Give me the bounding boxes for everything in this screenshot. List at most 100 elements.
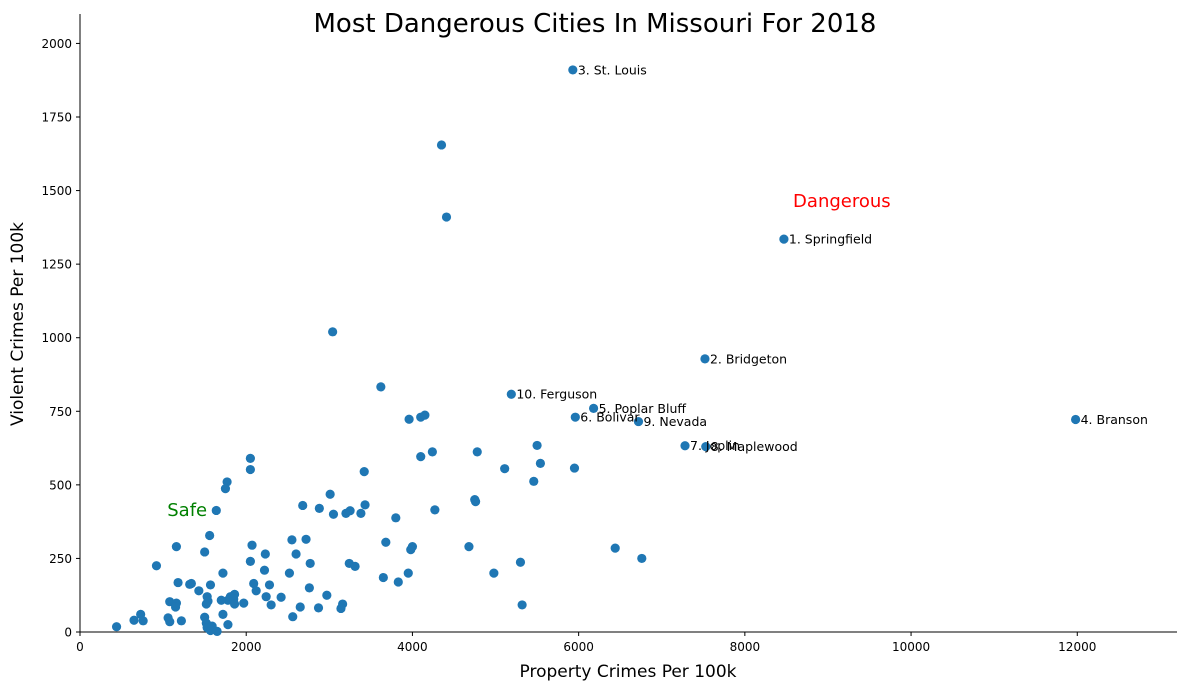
y-tick-label: 1500 (41, 184, 72, 198)
labeled-data-point (588, 403, 599, 413)
point-labels: 3. St. Louis 1. Springfield 2. Bridgeton 10… (516, 62, 1148, 454)
data-point (436, 140, 447, 150)
data-point (170, 602, 181, 612)
data-point (111, 622, 122, 632)
data-point (239, 598, 249, 608)
data-point (129, 615, 139, 625)
y-tick-label: 1750 (41, 111, 72, 125)
data-point (500, 464, 510, 474)
data-point (194, 586, 204, 596)
point-label: 10. Ferguson (516, 387, 597, 402)
data-point (529, 476, 539, 486)
data-point (186, 578, 196, 589)
labeled-data-point (1071, 414, 1081, 425)
data-point (212, 626, 222, 637)
point-label: 5. Poplar Bluff (599, 401, 687, 416)
data-point (313, 603, 324, 613)
data-point (216, 595, 226, 605)
data-point (176, 616, 186, 626)
data-point (247, 540, 257, 550)
point-label: 2. Bridgeton (710, 351, 787, 366)
data-point (245, 453, 255, 463)
data-point (259, 565, 270, 575)
labeled-data-point (680, 441, 690, 451)
data-point (532, 440, 542, 451)
data-point (359, 467, 369, 477)
data-point (261, 592, 271, 602)
y-tick-label: 500 (49, 478, 72, 492)
point-label: 7. Joplin (690, 438, 740, 453)
data-point (376, 382, 386, 392)
data-point (464, 542, 474, 552)
x-tick-label: 8000 (730, 640, 761, 654)
labeled-data-point (506, 389, 516, 399)
data-point (314, 503, 324, 513)
data-point (381, 537, 391, 547)
labeled-data-point (568, 65, 578, 75)
data-point (205, 580, 216, 590)
data-point (336, 603, 346, 614)
data-point (171, 542, 182, 552)
data-point (406, 545, 416, 555)
x-tick-label: 0 (76, 640, 84, 654)
data-point (264, 580, 275, 590)
data-point (266, 600, 276, 610)
data-point (295, 602, 305, 612)
x-tick-label: 6000 (563, 640, 594, 654)
data-point (205, 530, 215, 541)
labeled-data-point (779, 234, 789, 244)
data-point (515, 557, 526, 567)
data-point (211, 505, 221, 516)
data-point (173, 577, 183, 588)
point-label: 8. Maplewood (711, 439, 798, 454)
data-point (288, 612, 298, 622)
y-axis-label: Violent Crimes Per 100k (8, 222, 28, 426)
data-point (345, 506, 355, 516)
data-point (151, 561, 162, 571)
labeled-data-point (700, 354, 710, 364)
data-point (569, 463, 580, 473)
data-point (260, 549, 270, 559)
point-label: 3. St. Louis (578, 62, 647, 77)
data-point (391, 513, 401, 523)
data-point (404, 414, 414, 424)
y-tick-label: 1250 (41, 258, 72, 272)
data-point (610, 543, 620, 553)
data-point (200, 547, 210, 557)
point-label: 6. Bolivar (580, 410, 640, 425)
labeled-data-point (633, 416, 644, 427)
data-point (350, 561, 360, 571)
data-point (249, 578, 259, 589)
y-tick-label: 0 (64, 626, 72, 640)
data-point (430, 505, 440, 515)
data-point (416, 452, 426, 462)
y-tick-label: 750 (49, 405, 72, 419)
data-point (223, 620, 233, 630)
chart-title: Most Dangerous Cities In Missouri For 20… (314, 9, 877, 39)
data-point (360, 500, 370, 510)
data-point (470, 497, 481, 507)
labeled-data-point (570, 412, 580, 422)
x-tick-label: 10000 (892, 640, 930, 654)
data-point (305, 558, 315, 569)
y-tick-label: 1000 (41, 331, 72, 345)
data-point (489, 568, 499, 578)
annotations: Dangerous Safe (167, 191, 890, 521)
data-point (517, 600, 527, 610)
data-point (427, 447, 437, 457)
x-axis-label: Property Crimes Per 100k (520, 662, 737, 682)
data-point (378, 572, 388, 583)
data-point (393, 577, 403, 587)
data-point (304, 583, 314, 593)
data-point (251, 586, 261, 596)
labeled-data-point (701, 442, 711, 452)
data-point (328, 327, 338, 337)
data-points (111, 65, 1081, 637)
data-point (325, 489, 335, 499)
y-tick-label: 250 (49, 552, 72, 566)
x-tick-label: 12000 (1058, 640, 1096, 654)
data-point (220, 484, 231, 494)
data-point (356, 508, 366, 519)
data-point (218, 609, 228, 619)
